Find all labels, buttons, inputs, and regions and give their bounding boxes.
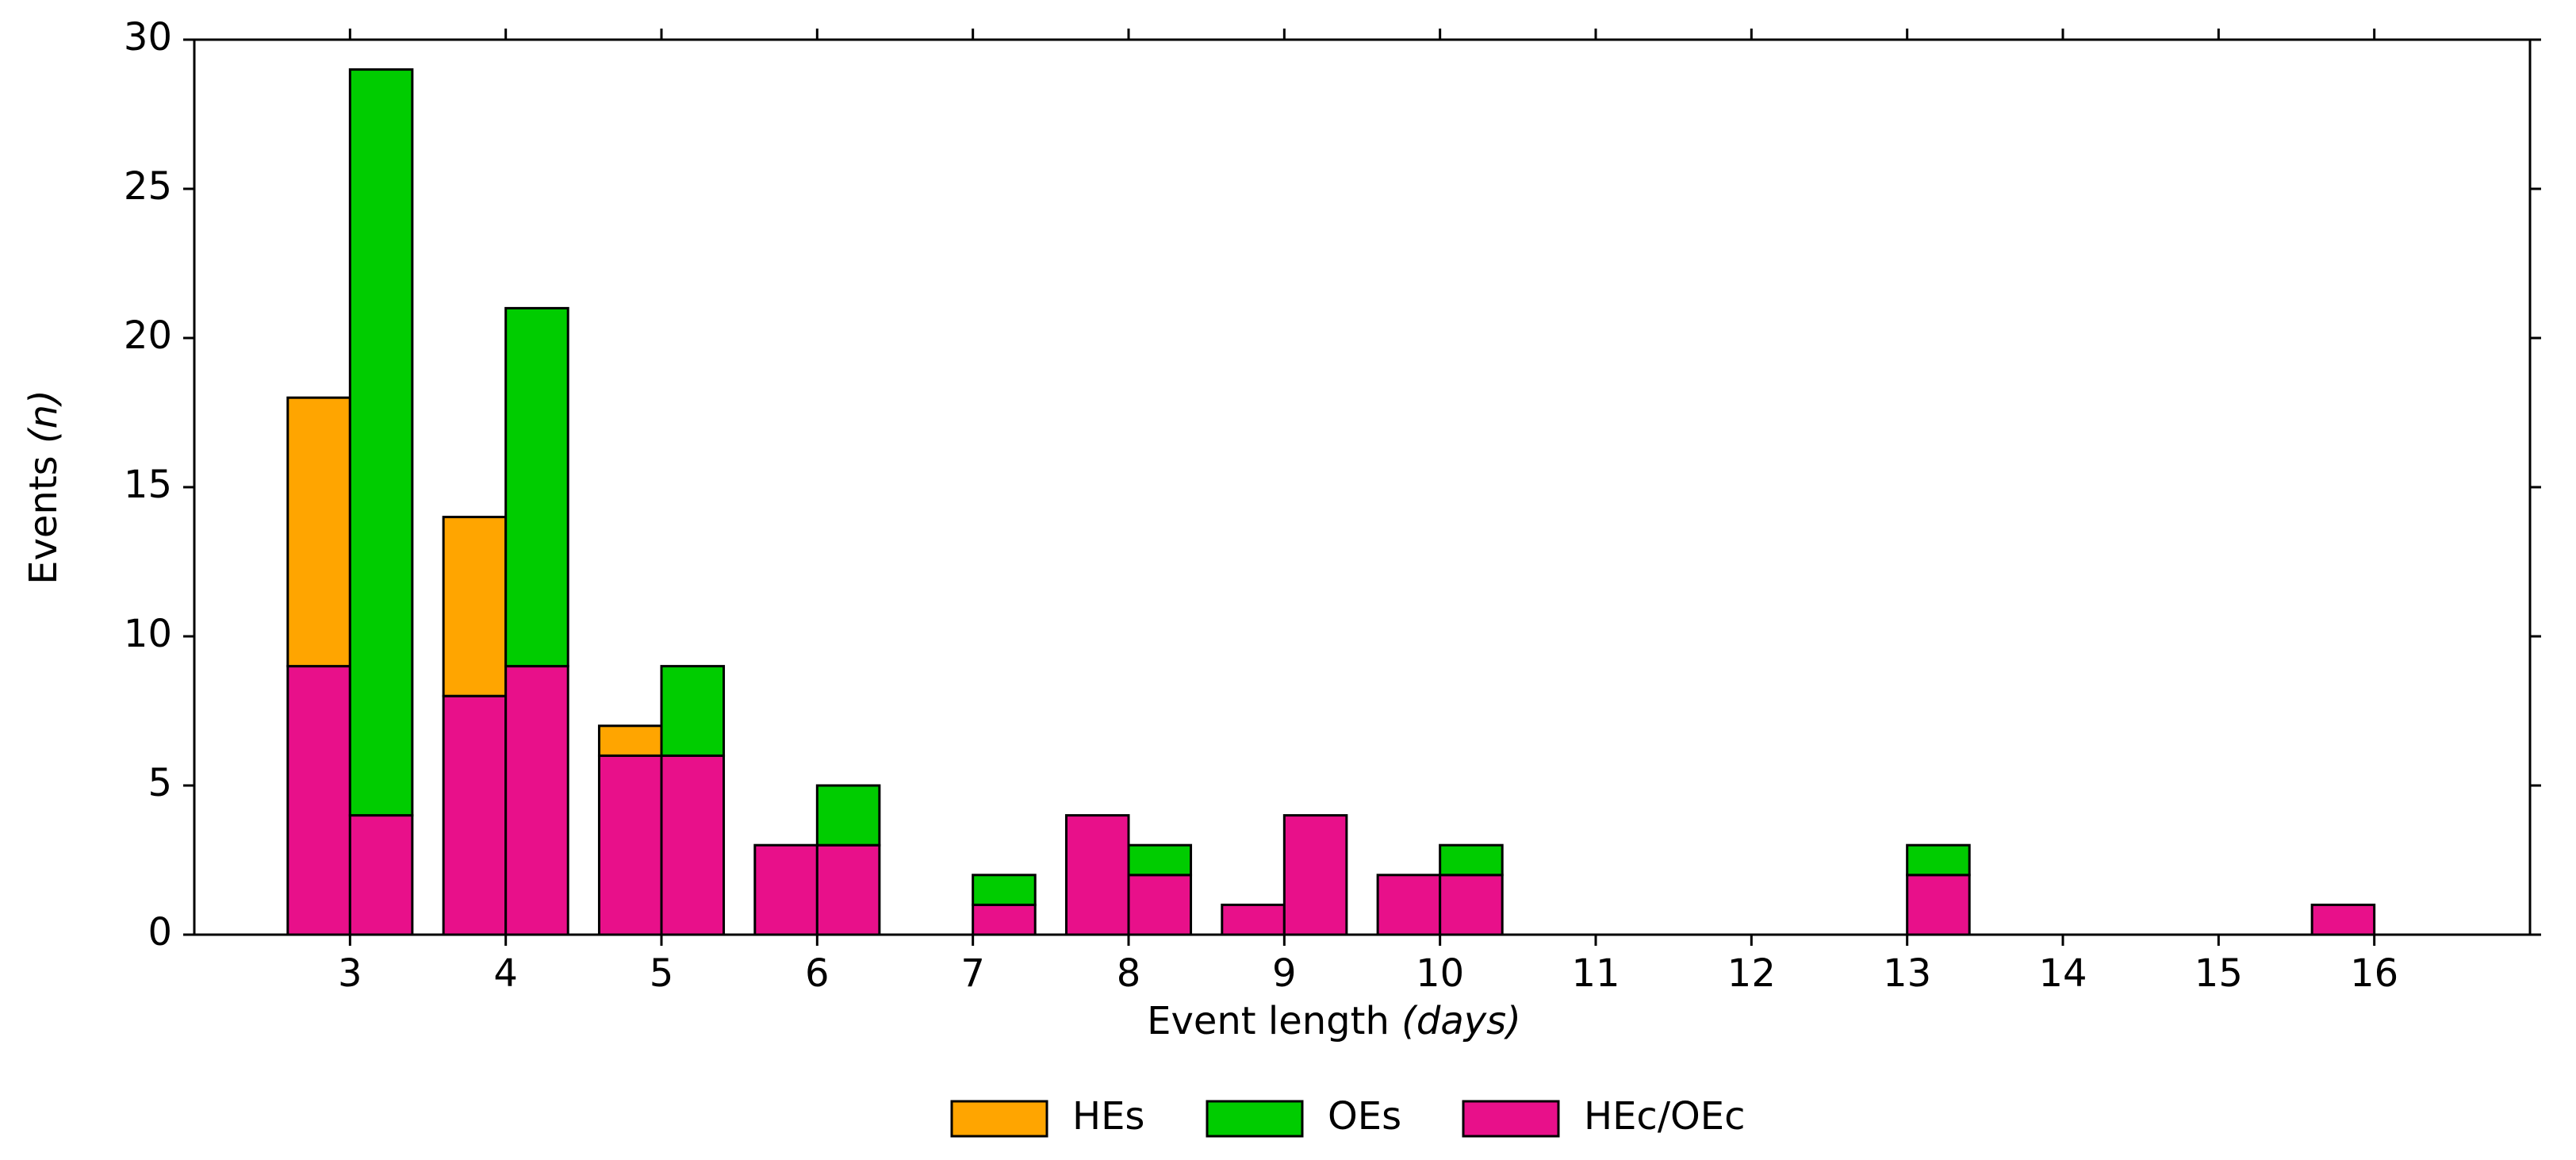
- legend-label: HEs: [1072, 1094, 1144, 1139]
- bar-segment: [815, 784, 881, 847]
- x-tick-label: 4: [493, 951, 518, 996]
- bar-segment: [286, 665, 351, 936]
- x-tick-label: 8: [1117, 951, 1141, 996]
- x-tick-label: 7: [960, 951, 985, 996]
- y-tick-label: 10: [124, 612, 172, 656]
- x-tick-label: 9: [1272, 951, 1297, 996]
- bar-segment: [2310, 903, 2376, 936]
- bar-segment: [597, 754, 663, 936]
- bar-segment: [815, 843, 881, 936]
- bar-segment: [1906, 843, 1971, 877]
- x-axis-label-unit: (days): [1401, 999, 1521, 1043]
- y-tick-label: 0: [148, 910, 172, 955]
- bar-segment: [1439, 843, 1504, 877]
- bar-segment: [972, 874, 1037, 906]
- x-axis-label: Event length (days): [1147, 999, 1521, 1043]
- y-tick-label: 20: [124, 313, 172, 358]
- legend-swatch: [1462, 1100, 1560, 1138]
- bar-segment: [972, 903, 1037, 936]
- bar-segment: [1221, 903, 1286, 936]
- y-axis-label-unit: (n): [21, 390, 66, 444]
- x-tick-label: 5: [650, 951, 674, 996]
- bar-segment: [286, 396, 351, 668]
- bar-segment: [442, 516, 508, 697]
- bar-segment: [660, 665, 726, 757]
- x-tick-label: 6: [805, 951, 830, 996]
- y-axis-label-text: Events: [21, 455, 66, 585]
- legend-label: OEs: [1328, 1094, 1401, 1139]
- bar-segment: [1127, 874, 1193, 936]
- bar-segment: [1376, 874, 1442, 936]
- x-tick-label: 12: [1727, 951, 1776, 996]
- x-tick-label: 13: [1883, 951, 1931, 996]
- y-tick-label: 25: [124, 164, 172, 209]
- bar-segment: [442, 694, 508, 936]
- x-tick-label: 3: [338, 951, 362, 996]
- x-axis-label-text: Event length: [1147, 999, 1390, 1043]
- bar-segment: [504, 665, 569, 936]
- y-axis-label: Events (n): [21, 390, 66, 585]
- bar-segment: [1064, 814, 1130, 936]
- bar-segment: [504, 306, 569, 668]
- x-tick-label: 16: [2350, 951, 2398, 996]
- x-tick-label: 11: [1571, 951, 1620, 996]
- legend-swatch: [1206, 1100, 1304, 1138]
- bar-segment: [597, 724, 663, 757]
- x-tick-label: 15: [2195, 951, 2243, 996]
- x-tick-label: 14: [2038, 951, 2087, 996]
- y-tick-label: 5: [148, 761, 172, 805]
- bar-segment: [1906, 874, 1971, 936]
- bar-segment: [660, 754, 726, 936]
- bar-segment: [348, 814, 414, 936]
- bar-segment: [348, 68, 414, 817]
- y-tick-label: 30: [124, 15, 172, 60]
- bar-segment: [753, 843, 818, 936]
- legend-label: HEc/OEc: [1584, 1094, 1745, 1139]
- x-tick-label: 10: [1416, 951, 1464, 996]
- bar-segment: [1282, 814, 1348, 936]
- bar-segment: [1439, 874, 1504, 936]
- y-tick-label: 15: [124, 463, 172, 507]
- legend-swatch: [950, 1100, 1048, 1138]
- bar-segment: [1127, 843, 1193, 877]
